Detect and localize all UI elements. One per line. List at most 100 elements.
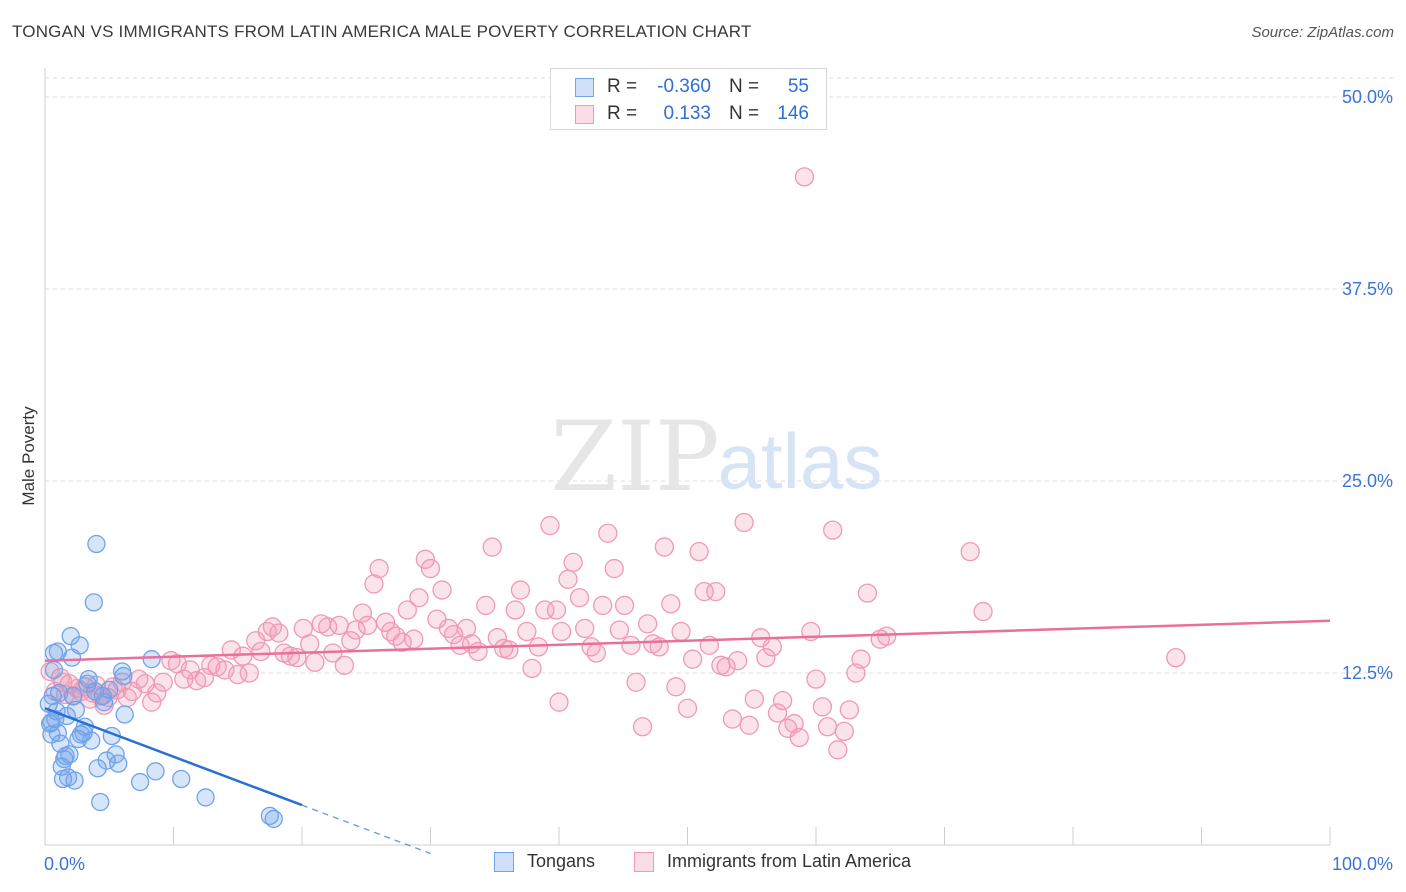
trend-line-tongans [44, 707, 303, 807]
data-point [196, 788, 215, 807]
data-point [142, 692, 162, 712]
tick-labels: 12.5% 25.0% 37.5% 50.0% 0.0% 100.0% [44, 87, 1393, 874]
watermark-atlas: atlas [718, 417, 883, 505]
data-point [604, 558, 624, 579]
legend-r-value: 0.133 [663, 103, 711, 124]
y-axis-label: Male Poverty [19, 406, 38, 506]
chart-title: TONGAN VS IMMIGRANTS FROM LATIN AMERICA … [12, 22, 752, 41]
data-point [734, 512, 754, 533]
data-point [549, 692, 569, 712]
legend-row-tongans: R = -0.360 N = 55 [575, 75, 809, 99]
data-point [194, 667, 214, 688]
data-point [109, 754, 128, 773]
data-point [767, 703, 788, 723]
legend-swatch-pink [575, 104, 594, 124]
data-point [632, 717, 653, 737]
data-point [593, 595, 613, 616]
data-point [716, 657, 736, 677]
data-point [404, 629, 424, 649]
data-point [300, 634, 320, 654]
data-point [551, 621, 572, 642]
data-point [91, 792, 110, 812]
data-point [82, 731, 101, 750]
data-point [638, 614, 658, 634]
data-point [851, 649, 871, 669]
data-point [357, 615, 378, 636]
data-point [251, 641, 271, 662]
data-point [84, 593, 103, 612]
data-point [682, 649, 703, 669]
legend-swatch-blue [575, 77, 594, 97]
source-label: Source: ZipAtlas.com [1251, 24, 1394, 41]
correlation-legend: R = -0.360 N = 55 R = 0.133 N = 146 [550, 68, 827, 130]
data-point [153, 672, 173, 692]
legend-n-value: 146 [777, 103, 809, 124]
data-point [1166, 647, 1186, 668]
trend-line-latin-america [44, 619, 1331, 662]
data-point [49, 683, 69, 703]
data-point [857, 583, 878, 603]
data-point [828, 740, 848, 760]
data-point [609, 620, 630, 640]
data-point [505, 600, 525, 620]
data-point [671, 621, 691, 642]
x-tick-label-min: 0.0% [44, 854, 85, 874]
data-point [772, 690, 793, 711]
legend-n-label: N = [729, 103, 760, 124]
data-point [100, 680, 119, 700]
data-point [432, 580, 452, 600]
data-point [839, 700, 860, 720]
data-point [727, 651, 748, 671]
y-tick-label: 25.0% [1342, 471, 1393, 491]
data-point [877, 626, 897, 646]
legend-row-latin-america: R = 0.133 N = 146 [575, 102, 809, 126]
data-point [287, 647, 307, 668]
bottom-legend-tongans: Tongans [494, 851, 595, 872]
data-point [689, 542, 709, 562]
data-point [756, 647, 776, 668]
watermark-zip: ZIP [550, 401, 719, 513]
data-point [722, 709, 743, 729]
data-point [409, 588, 429, 608]
data-point [817, 717, 838, 737]
data-point [517, 621, 537, 642]
data-point [146, 762, 165, 781]
data-point [563, 552, 583, 573]
data-point [546, 600, 567, 620]
data-point [42, 713, 61, 732]
data-point [661, 594, 681, 614]
data-point [147, 683, 167, 703]
data-point [48, 642, 67, 661]
data-point [87, 534, 106, 554]
data-point [364, 574, 384, 594]
y-tick-label: 12.5% [1342, 663, 1393, 683]
data-point [392, 632, 412, 652]
bottom-legend-latin-america: Immigrants from Latin America [634, 851, 911, 872]
data-point [420, 558, 441, 579]
data-point [973, 601, 993, 622]
data-point [666, 677, 686, 697]
data-point [269, 623, 289, 643]
data-point [540, 515, 560, 536]
data-point [598, 523, 618, 543]
data-point [97, 751, 116, 770]
data-point [60, 745, 79, 764]
axes [44, 68, 1331, 846]
trend-lines [44, 619, 1331, 855]
legend-n-label: N = [729, 76, 760, 97]
data-point [482, 537, 502, 557]
data-point [626, 672, 646, 692]
data-point [233, 646, 253, 666]
data-point [476, 595, 496, 616]
bottom-legend-label: Immigrants from Latin America [667, 851, 912, 871]
data-point [280, 646, 301, 666]
y-tick-label: 50.0% [1342, 87, 1393, 107]
data-point [341, 631, 361, 651]
data-point [239, 663, 259, 683]
data-point [614, 595, 635, 616]
x-tick-label-max: 100.0% [1332, 854, 1393, 874]
data-point [677, 698, 698, 718]
data-point [510, 580, 531, 600]
legend-n-value: 55 [787, 76, 809, 97]
legend-r-value: -0.360 [657, 76, 711, 97]
